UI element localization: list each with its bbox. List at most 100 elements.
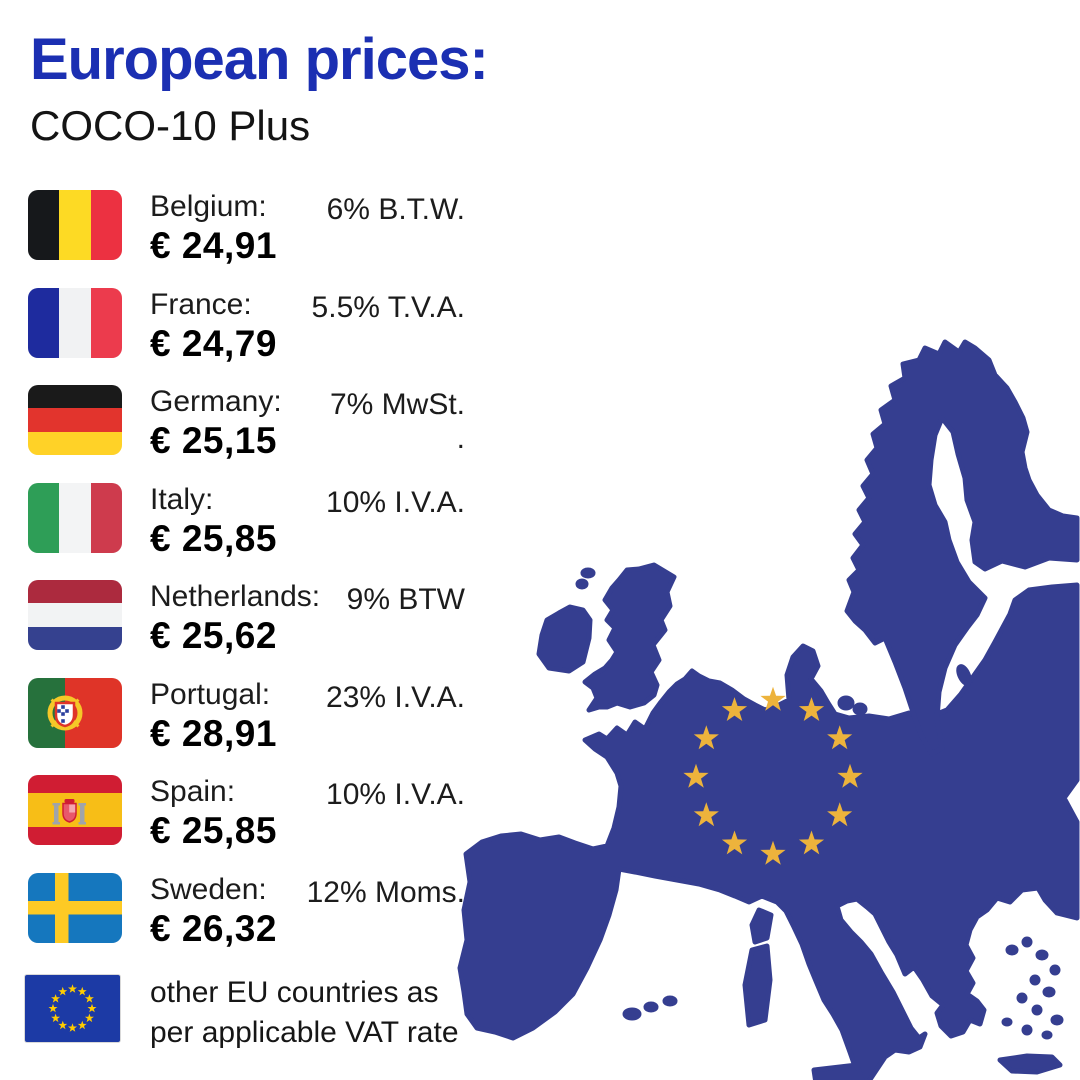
star-icon [693,802,719,827]
europe-map [437,330,1080,1080]
star-icon [87,1003,97,1013]
star-icon [837,763,863,788]
flag-stripe [90,482,122,553]
star-icon [693,725,719,750]
flag-stripe [59,482,91,553]
star-icon [721,697,748,721]
star-icon [760,686,786,711]
star-icon [798,697,825,721]
country-label: Portugal: [150,677,271,711]
netherlands-flag [28,580,122,650]
flag-stripe [90,190,122,260]
country-label: Netherlands: [150,580,321,613]
star-icon [51,994,61,1003]
map-scandinavia [844,339,1080,757]
eu-note-row: other EU countries as per applicable VAT… [25,970,465,1080]
vat-rate-line: 7% MwSt. [329,388,465,421]
star-icon [84,1013,94,1023]
vat-rate-line: 23% I.V.A. [326,680,465,714]
star-icon [721,830,748,855]
country-price-row: Germany: € 25,15 7% MwSt.. [28,385,465,483]
vat-rate: 12% Moms. [307,876,465,910]
country-label: France: [150,287,252,321]
map-great-britain [582,562,677,713]
star-icon [68,984,77,993]
portugal-flag [28,677,122,748]
star-icon [827,802,853,827]
star-icon [827,725,853,750]
price-value: € 25,62 [150,615,277,656]
vat-rate-line: . [456,422,465,455]
star-icon [68,1023,77,1032]
flag-stripe [59,190,91,260]
country-price-row: Sweden: € 26,32 12% Moms. [28,872,465,971]
italy-flag [28,482,122,553]
flag-stripe [28,603,122,627]
flag-stripe [28,287,60,358]
spain-flag [28,775,122,845]
country-label: Spain: [150,775,236,808]
vat-rate-line: 5.5% T.V.A. [311,290,465,324]
eu-note-line2: per applicable VAT rate [150,1016,459,1049]
country-price-row: Portugal: € 28,91 23% I.V.A. [28,677,465,776]
flag-stripe [28,408,122,432]
flag-stripe [59,287,91,358]
flag-stripe [28,190,60,260]
sweden-flag [28,872,122,943]
flag-stripe [90,287,122,358]
germany-flag [28,385,122,455]
star-icon [77,1020,87,1030]
country-price-row: Spain: € 25,85 10% I.V.A. [28,775,465,873]
price-value: € 24,79 [150,322,277,364]
star-icon [48,1003,58,1013]
country-label: Belgium: [150,190,267,223]
eu-note-line1: other EU countries as [150,976,439,1009]
france-flag [28,287,122,358]
price-value: € 26,32 [150,907,277,949]
flag-stripe [28,431,122,455]
vat-rate: 9% BTW [347,583,465,617]
star-icon [58,1020,68,1030]
price-value: € 28,91 [150,712,277,754]
map-ireland [536,604,593,674]
star-icon [51,1013,61,1023]
vat-rate-line: 10% I.V.A. [326,778,465,811]
star-icon [77,986,87,996]
flag-stripe [28,626,122,650]
vat-rate: 7% MwSt.. [330,388,465,456]
map-aegean-islands [1001,936,1064,1040]
vat-rate: 10% I.V.A. [326,486,465,520]
flag-stripe [28,385,122,409]
flag-stripe [28,482,60,553]
eu-stars-ring [683,686,863,865]
map-continent [457,582,1080,1080]
country-price-row: France: € 24,79 5.5% T.V.A. [28,287,465,386]
vat-rate-line: 10% I.V.A. [326,485,465,519]
price-value: € 25,85 [150,810,277,851]
star-icon [760,840,786,865]
price-list: Belgium: € 24,91 6% B.T.W. France: € 24,… [25,190,465,1080]
page-title: European prices: [30,27,489,92]
star-icon [798,830,825,855]
eu-flag [25,975,120,1042]
price-value: € 24,91 [150,225,277,266]
vat-rate-line: 6% B.T.W. [326,193,465,226]
country-price-row: Italy: € 25,85 10% I.V.A. [28,482,465,581]
europe-map-svg [457,339,1080,1080]
eu-note-text: other EU countries as per applicable VAT… [150,973,459,1053]
belgium-flag [28,190,122,260]
country-price-row: Netherlands: € 25,62 9% BTW [28,580,465,678]
star-icon [58,986,68,996]
country-label: Sweden: [150,872,267,906]
vat-rate: 6% B.T.W. [327,193,465,227]
flag-stripe [28,580,122,604]
vat-rate: 23% I.V.A. [326,681,465,715]
country-price-row: Belgium: € 24,91 6% B.T.W. [28,190,465,288]
vat-rate-line: 9% BTW [346,583,465,616]
country-label: Italy: [150,482,214,516]
star-icon [683,763,709,788]
country-label: Germany: [150,385,282,418]
price-value: € 25,85 [150,517,277,559]
star-icon [84,994,94,1003]
